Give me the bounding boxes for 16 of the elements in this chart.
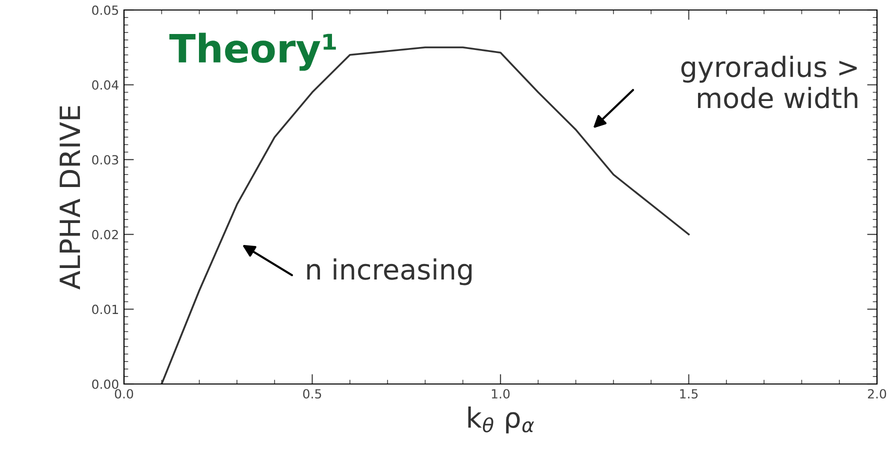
y-axis-title: ALPHA DRIVE bbox=[60, 106, 80, 290]
y-tick-label: 0.03 bbox=[92, 155, 118, 165]
y-tick-label: 0.02 bbox=[92, 230, 118, 240]
y-tick-label: 0.01 bbox=[92, 304, 118, 314]
x-tick-label: 0.5 bbox=[303, 389, 322, 399]
annotation: Theory¹ bbox=[169, 32, 336, 71]
annotation: n increasing bbox=[307, 258, 472, 286]
x-tick-label: 0.0 bbox=[114, 389, 134, 399]
x-tick-label: 2.0 bbox=[868, 389, 886, 399]
x-tick-label: 1.5 bbox=[680, 389, 698, 399]
annotation: gyroradius > mode width bbox=[681, 56, 858, 108]
y-tick-label: 0.00 bbox=[92, 379, 118, 389]
y-tick-label: 0.05 bbox=[92, 5, 118, 15]
x-tick-label: 1.0 bbox=[492, 389, 510, 399]
x-axis-title: k$_{θ}$ ρ$_{α}$ bbox=[468, 406, 534, 434]
y-tick-label: 0.04 bbox=[92, 80, 118, 90]
